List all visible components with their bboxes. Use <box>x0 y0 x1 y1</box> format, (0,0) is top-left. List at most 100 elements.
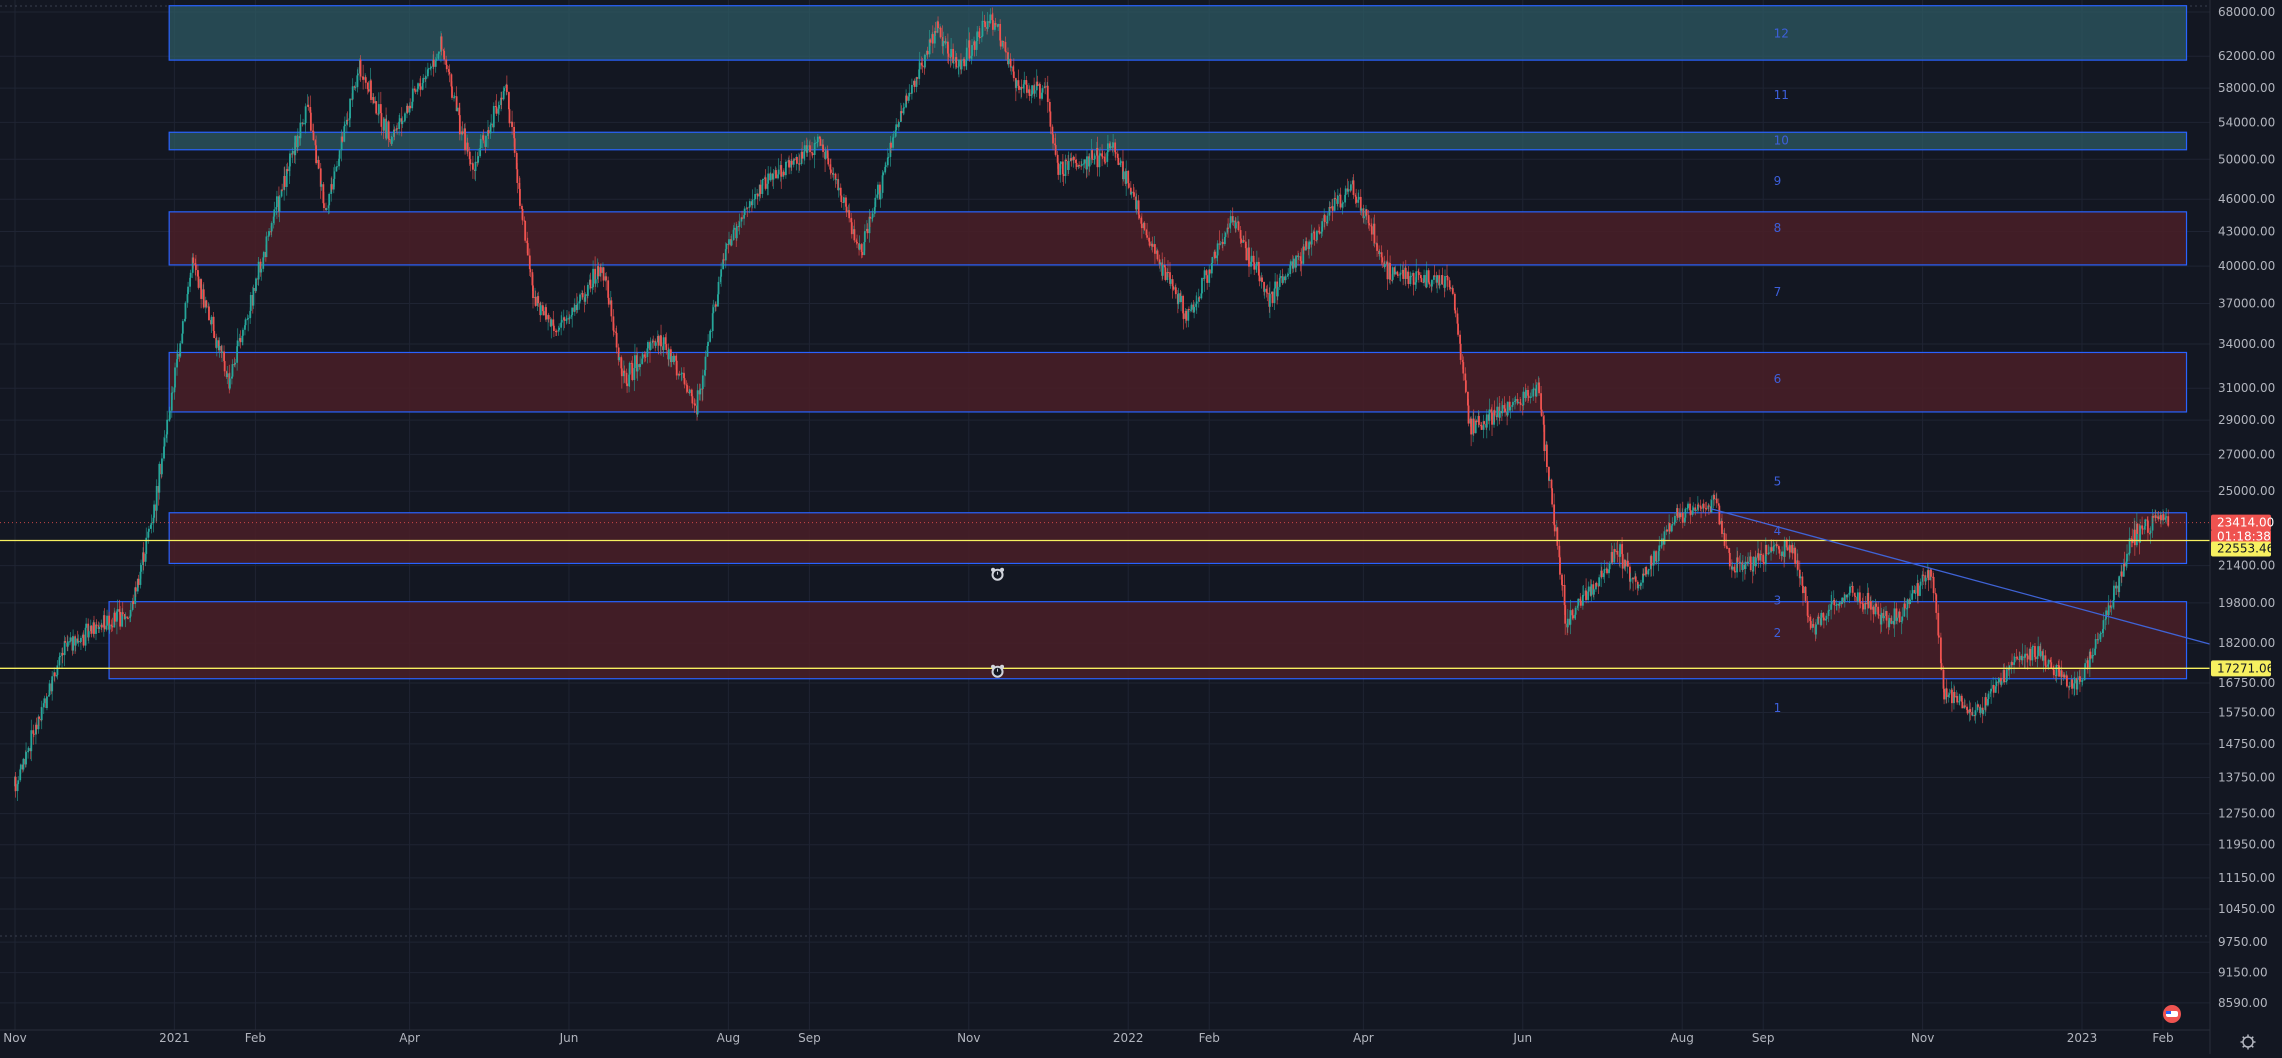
candle-body <box>730 240 733 246</box>
candle-body <box>633 368 636 380</box>
candle-body <box>1467 405 1470 424</box>
candle-body <box>1339 194 1342 208</box>
candle-body <box>1764 545 1767 565</box>
time-tick-label: 2022 <box>1113 1031 1144 1045</box>
candle-body <box>1370 225 1373 227</box>
level-number-label: 5 <box>1774 475 1782 489</box>
candle-body <box>973 41 976 50</box>
candle-body <box>989 14 992 24</box>
candle-body <box>1122 171 1125 180</box>
candle-body <box>2104 618 2107 621</box>
price-tick-label: 11150.00 <box>2218 871 2275 885</box>
candle-body <box>803 151 806 159</box>
candle-body <box>1282 276 1284 283</box>
candle-body <box>479 147 482 157</box>
candle-body <box>319 168 322 187</box>
candle-body <box>1117 157 1120 165</box>
time-tick-label: Feb <box>2152 1031 2173 1045</box>
candle-body <box>466 142 469 152</box>
candle-body <box>1833 599 1836 606</box>
candle-body <box>1896 617 1898 621</box>
candle-body <box>1127 170 1130 184</box>
candle-body <box>1511 405 1514 407</box>
candle-body <box>95 624 98 626</box>
candle-body <box>1059 161 1062 165</box>
candle-body <box>1812 624 1815 627</box>
candle-body <box>447 69 450 72</box>
candle-body <box>709 331 711 342</box>
candle-body <box>1229 223 1232 228</box>
candle-body <box>1116 153 1119 158</box>
candle-body <box>1004 41 1007 52</box>
candle-body <box>51 676 54 692</box>
candle-body <box>970 55 973 59</box>
candle-body <box>1279 276 1282 278</box>
price-tick-label: 11950.00 <box>2218 838 2275 852</box>
candle-body <box>1459 343 1462 360</box>
candle-body <box>722 259 725 261</box>
candle-body <box>1820 612 1823 625</box>
candle-body <box>688 389 691 393</box>
candle-body <box>1707 505 1710 509</box>
candle-body <box>1603 569 1606 574</box>
candle-body <box>2115 585 2118 589</box>
candle-body <box>1022 84 1025 89</box>
candle-body <box>915 77 918 87</box>
candle-body <box>1717 503 1720 506</box>
candle-body <box>1571 610 1574 616</box>
candle-body <box>1655 561 1658 563</box>
candle-body <box>796 156 798 164</box>
zones <box>108 5 2188 680</box>
candle-body <box>1645 567 1648 575</box>
candle-body <box>1576 605 1579 608</box>
candle-body <box>670 356 673 363</box>
candle-body <box>848 210 851 219</box>
candle-body <box>1114 142 1117 153</box>
candle-body <box>2092 655 2094 657</box>
candle-body <box>469 159 472 165</box>
candle-body <box>458 107 461 116</box>
time-tick-label: Aug <box>717 1031 740 1045</box>
candle-body <box>32 733 35 735</box>
candle-body <box>1292 258 1295 269</box>
candle-body <box>785 161 788 163</box>
candle-body <box>573 304 576 312</box>
candle-body <box>149 524 152 529</box>
candle-body <box>1132 191 1135 193</box>
level-line-tag-2: 17271.06 <box>2217 661 2274 675</box>
candle-body <box>419 83 421 87</box>
candle-body <box>866 228 869 234</box>
candle-body <box>1994 686 1997 693</box>
candle-body <box>1318 231 1321 234</box>
candle-body <box>1180 295 1182 303</box>
candle-body <box>1903 603 1906 609</box>
candle-body <box>856 241 858 244</box>
candle-body <box>1166 272 1169 280</box>
candle-body <box>1171 279 1174 287</box>
candle-body <box>419 86 422 90</box>
candle-body <box>118 609 121 612</box>
candle-body <box>660 335 662 347</box>
candle-body <box>1091 150 1094 160</box>
candle-body <box>1129 187 1132 195</box>
candle-body <box>1731 566 1734 570</box>
candle-body <box>171 392 174 394</box>
candle-body <box>1998 677 2000 683</box>
candle-body <box>905 95 907 108</box>
candle-body <box>707 341 709 346</box>
candle-body <box>1934 593 1937 595</box>
candle-body <box>134 587 137 605</box>
candle-body <box>1245 248 1248 261</box>
candle-body <box>926 50 929 55</box>
candle-body <box>147 528 150 532</box>
candle-body <box>1960 695 1963 702</box>
candle-body <box>301 122 304 124</box>
candle-body <box>1020 87 1023 89</box>
level-line-tag-2-bg <box>2211 660 2271 677</box>
candle-body <box>908 92 911 97</box>
candle-body <box>1041 88 1044 93</box>
candle-body <box>168 410 171 420</box>
